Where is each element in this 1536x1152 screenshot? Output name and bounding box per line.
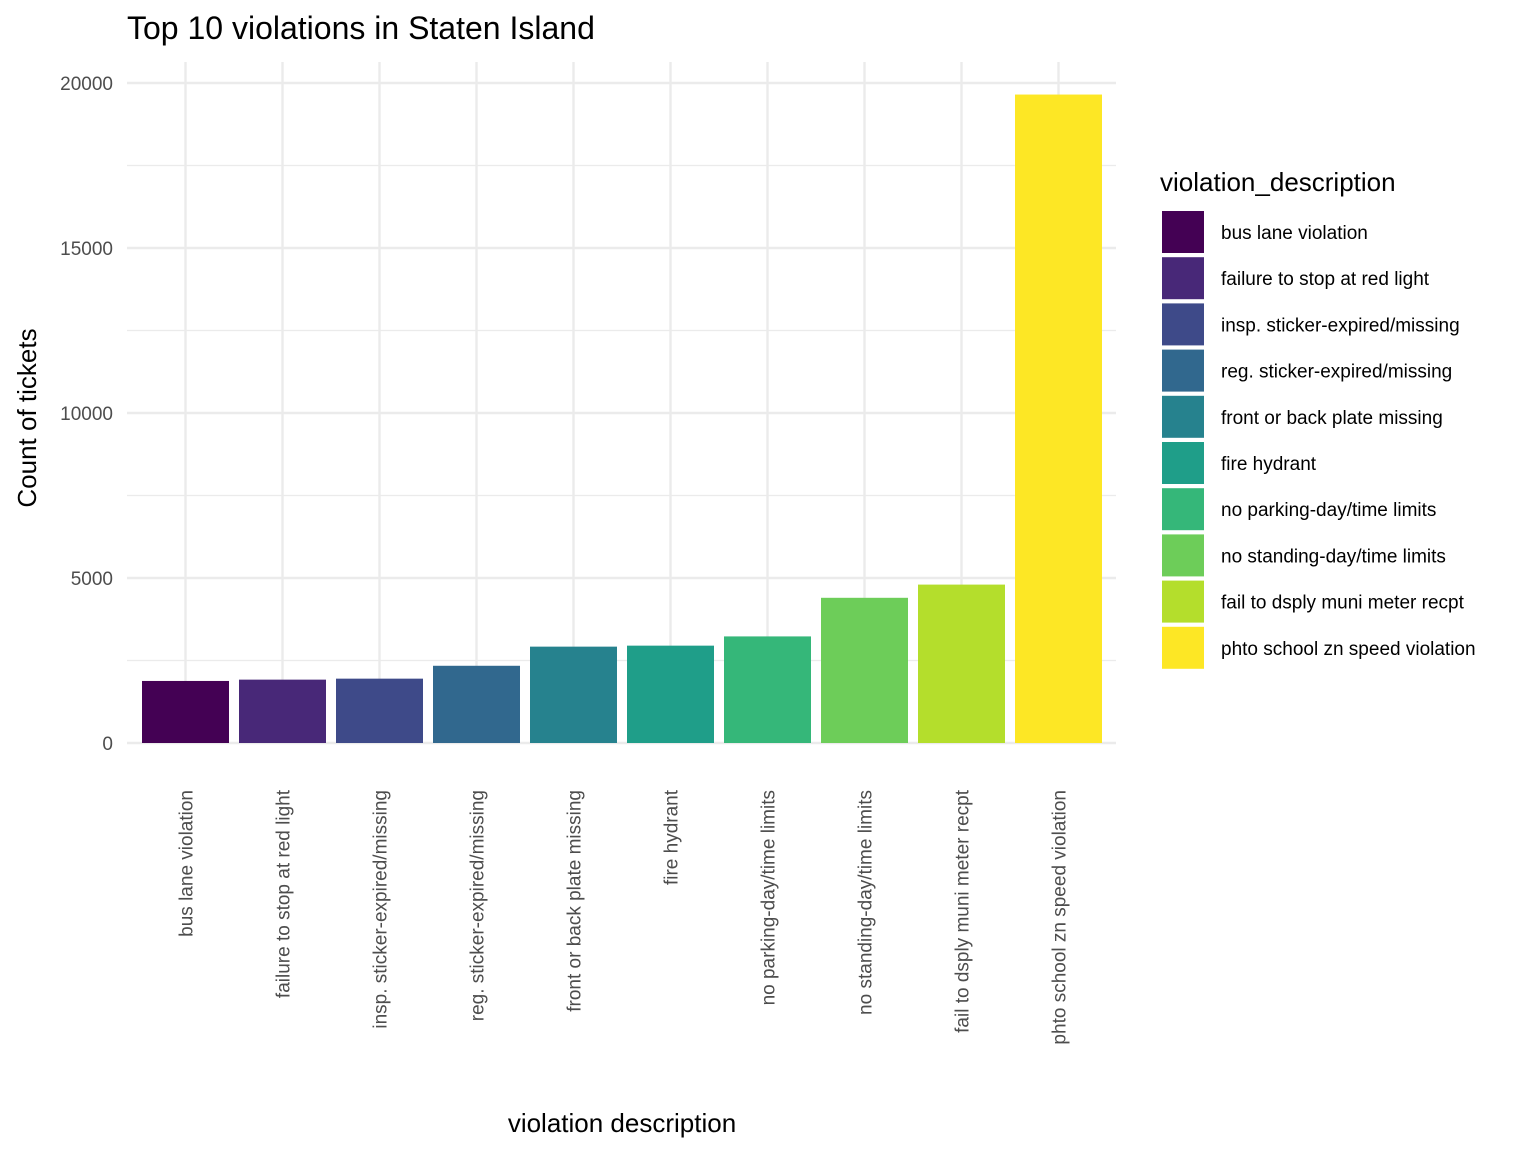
legend-key [1162,626,1204,669]
x-tick-label: no standing-day/time limits [856,790,877,1015]
y-tick-label: 20000 [60,74,113,95]
y-axis-ticks: 0 5000 10000 15000 20000 [60,74,113,755]
y-tick-label: 10000 [60,404,113,425]
y-tick-label: 0 [102,734,113,755]
x-tick-label: phto school zn speed violation [1050,790,1071,1045]
legend-title: violation_description [1160,167,1396,197]
bar [336,678,423,743]
x-tick-label: no parking-day/time limits [759,790,780,1005]
legend-label: fire hydrant [1221,454,1317,475]
legend-key [1162,534,1204,577]
chart-title: Top 10 violations in Staten Island [127,10,595,46]
bar [142,680,229,743]
legend-label: bus lane violation [1221,223,1368,244]
bar [239,679,326,743]
x-tick-label: fail to dsply muni meter recpt [953,789,974,1033]
legend-key [1162,395,1204,438]
legend-key [1162,580,1204,623]
legend-key [1162,442,1204,484]
legend-label: insp. sticker-expired/missing [1221,315,1460,336]
legend-key [1162,349,1204,392]
bar [433,665,520,743]
legend-label: front or back plate missing [1221,408,1443,429]
legend-key [1162,488,1204,531]
x-axis-ticks: bus lane violation failure to stop at red… [177,789,1071,1044]
legend-key [1162,303,1204,346]
legend-label: reg. sticker-expired/missing [1221,362,1452,383]
x-tick-label: insp. sticker-expired/missing [371,790,392,1029]
x-tick-label: fire hydrant [662,789,683,885]
legend-label: no standing-day/time limits [1221,546,1446,567]
y-tick-label: 15000 [60,239,113,260]
legend-key [1162,257,1204,300]
bar [1015,94,1102,744]
bar [530,646,617,743]
x-tick-label: bus lane violation [177,790,198,937]
legend-label: failure to stop at red light [1221,269,1430,290]
y-axis-title: Count of tickets [12,328,42,507]
bar [821,597,908,743]
bar [724,636,811,743]
x-tick-label: reg. sticker-expired/missing [468,790,489,1021]
bars [142,94,1102,744]
legend-label: no parking-day/time limits [1221,500,1436,521]
legend-key [1162,211,1204,253]
y-tick-label: 5000 [71,569,113,590]
grid [127,62,1116,745]
legend: violation_description bus lane violation… [1160,167,1476,669]
bar [918,584,1005,743]
legend-items: bus lane violation failure to stop at red… [1162,211,1476,669]
legend-label: fail to dsply muni meter recpt [1221,593,1465,614]
x-axis-title: violation description [508,1108,736,1138]
x-tick-label: front or back plate missing [565,790,586,1012]
bar [627,645,714,743]
x-tick-label: failure to stop at red light [274,789,295,998]
legend-label: phto school zn speed violation [1221,639,1476,660]
